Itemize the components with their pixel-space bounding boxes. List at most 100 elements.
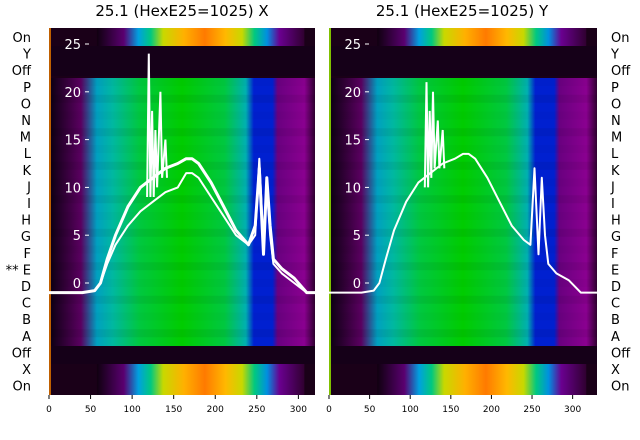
row-label: On [13, 31, 31, 46]
row-label: O [611, 97, 621, 112]
left-ytick-labels: 0 5 10 15 20 25 [64, 38, 89, 292]
overlay-spike-series [423, 82, 446, 188]
row-label: C [22, 297, 31, 312]
heatmap-row-stripe [329, 262, 597, 271]
heatmap-row-stripe [329, 128, 597, 137]
heatmap-row-stripe [49, 78, 315, 86]
heatmap-row-stripe [329, 279, 597, 287]
heatmap-left-edge [329, 28, 331, 395]
xtick-label: 100 [124, 405, 141, 415]
heatmap-row-stripe [49, 112, 315, 120]
row-label: E [611, 263, 619, 278]
heatmap-row-stripe [329, 246, 597, 254]
left-panel-title: 25.1 (HexE25=1025) X [95, 2, 268, 20]
heatmap-row-stripe [329, 228, 597, 237]
heatmap-row-stripe [329, 295, 597, 304]
xtick-label: 250 [523, 405, 540, 415]
xtick-label: 200 [207, 405, 224, 415]
xtick-label: 100 [402, 405, 419, 415]
row-label: J [26, 180, 31, 195]
row-label: M [20, 131, 31, 146]
row-label: G [611, 230, 621, 245]
row-label: X [22, 363, 31, 378]
row-label: K [611, 164, 620, 179]
ytick-label: 25 [344, 38, 361, 53]
row-label: F [24, 247, 31, 262]
row-label: ** E [6, 263, 31, 278]
right-xtick-labels: 0 50 100 150 200 250 300 [326, 395, 581, 415]
heatmap-row-stripe [49, 295, 315, 304]
row-label: A [611, 330, 620, 345]
xtick-label: 300 [290, 405, 307, 415]
row-label: Off [12, 346, 32, 361]
heatmap-top-strip [96, 28, 305, 46]
heatmap-bottom-strip [377, 364, 587, 395]
heatmap-main-band [329, 78, 597, 346]
ytick-label: 5 [353, 229, 361, 244]
row-label: Off [611, 346, 631, 361]
row-label: Y [22, 48, 31, 63]
row-label: B [611, 313, 620, 328]
row-label: Y [610, 48, 619, 63]
row-label: J [610, 180, 615, 195]
heatmap-row-stripe [329, 212, 597, 220]
row-label: L [611, 147, 619, 162]
right-panel-title: 25.1 (HexE25=1025) Y [376, 2, 549, 20]
ytick-label: 10 [344, 181, 361, 196]
row-label: H [611, 214, 621, 229]
heatmap-dark-band-top [329, 46, 597, 76]
row-label: P [611, 81, 619, 96]
row-label: M [611, 131, 622, 146]
row-label: B [22, 313, 31, 328]
heatmap-row-stripe [329, 313, 597, 321]
heatmap-row-stripe [49, 94, 315, 103]
row-label: L [24, 147, 32, 162]
row-label: On [611, 380, 629, 395]
xtick-label: 150 [442, 405, 459, 415]
row-label: K [22, 164, 31, 179]
right-overlay-lines [329, 82, 597, 294]
row-label: F [611, 247, 618, 262]
xtick-label: 200 [483, 405, 500, 415]
row-label: C [611, 297, 620, 312]
row-label: A [22, 330, 31, 345]
heatmap-row-stripe [49, 313, 315, 321]
row-label: I [27, 197, 31, 212]
heatmap-row-stripe [329, 195, 597, 204]
heatmap-row-stripe [49, 195, 315, 204]
overlay-line-series [329, 152, 597, 294]
row-label: On [611, 31, 629, 46]
xtick-label: 0 [46, 405, 52, 415]
heatmap-top-strip [377, 28, 587, 46]
left-xtick-labels: 0 50 100 150 200 250 300 [46, 395, 307, 415]
ytick-label: 20 [64, 86, 81, 101]
row-label: Off [12, 64, 32, 79]
row-label: I [611, 197, 615, 212]
xtick-label: 300 [564, 405, 581, 415]
row-label: P [23, 81, 31, 96]
heatmap-row-stripe [329, 78, 597, 86]
ytick-label: 5 [73, 229, 81, 244]
heatmap-main-band [49, 78, 315, 346]
row-label: N [21, 114, 31, 129]
heatmap-row-stripe [329, 145, 597, 153]
heatmap-row-stripe [329, 161, 597, 170]
heatmap-row-stripe [49, 212, 315, 220]
right-ytick-labels: 0 5 10 15 20 25 [344, 38, 369, 292]
xtick-label: 150 [165, 405, 182, 415]
row-label: On [13, 380, 31, 395]
heatmap-bottom-strip [96, 364, 305, 395]
row-label: D [611, 280, 621, 295]
ytick-label: 20 [344, 86, 361, 101]
heatmap-dark-band-bottom [49, 346, 315, 364]
ytick-label: 0 [73, 277, 81, 292]
ytick-label: 0 [353, 277, 361, 292]
xtick-label: 0 [326, 405, 332, 415]
heatmap-row-stripe [329, 94, 597, 103]
xtick-label: 50 [85, 405, 97, 415]
row-label: H [21, 214, 31, 229]
